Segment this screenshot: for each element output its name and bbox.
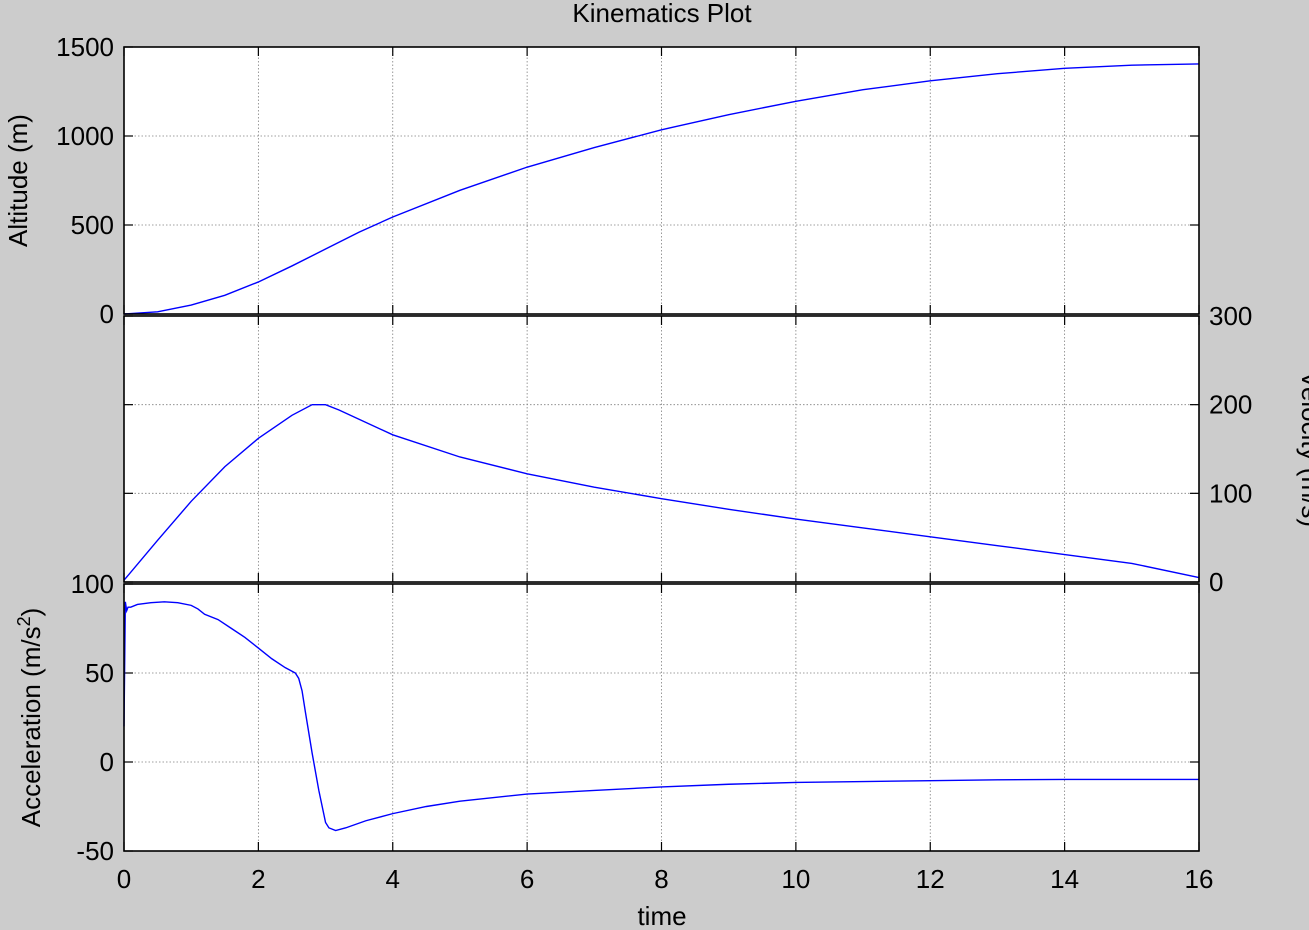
axes-frame-3 xyxy=(123,583,1200,852)
y-tick-label: -50 xyxy=(76,836,114,866)
axes-frame-2 xyxy=(123,315,1200,583)
y-tick-label: 50 xyxy=(85,658,114,688)
x-axis-label: time xyxy=(637,901,686,930)
y-tick-label: 0 xyxy=(1209,567,1223,597)
subplot-2: 0 100 200 300 Velocity (m/s) xyxy=(123,301,1309,597)
y-tick-label: 200 xyxy=(1209,390,1252,420)
y-tick-label: 0 xyxy=(100,747,114,777)
axes-frame-1 xyxy=(123,46,1200,315)
x-tick-label: 6 xyxy=(520,864,534,894)
series-line-1 xyxy=(123,63,1200,315)
y-tick-label: 1000 xyxy=(56,121,114,151)
x-tick-label: 0 xyxy=(117,864,131,894)
y-axis-label-1: Altitude (m) xyxy=(3,114,33,247)
x-tick-label: 16 xyxy=(1185,864,1214,894)
y-tick-label: 1500 xyxy=(56,32,114,62)
x-tick-label: 14 xyxy=(1050,864,1079,894)
x-tick-label: 12 xyxy=(916,864,945,894)
y-tick-label: 300 xyxy=(1209,301,1252,331)
y-axis-label-3: Acceleration (m/s2) xyxy=(14,608,46,828)
series-line-3 xyxy=(123,601,1199,832)
figure-title: Kinematics Plot xyxy=(572,0,752,28)
subplot-1: 0 500 1000 1500 Altitude (m) xyxy=(3,32,1200,329)
y-axis-label-2: Velocity (m/s) xyxy=(1296,371,1309,527)
y-tick-label: 100 xyxy=(1209,478,1252,508)
x-tick-label: 4 xyxy=(386,864,400,894)
series-line-2 xyxy=(123,403,1200,581)
y-tick-label: 500 xyxy=(71,210,114,240)
x-tick-label: 10 xyxy=(781,864,810,894)
y-tick-label: 100 xyxy=(71,569,114,599)
y-tick-label: 0 xyxy=(100,299,114,329)
x-tick-label: 8 xyxy=(654,864,668,894)
x-tick-label: 2 xyxy=(251,864,265,894)
